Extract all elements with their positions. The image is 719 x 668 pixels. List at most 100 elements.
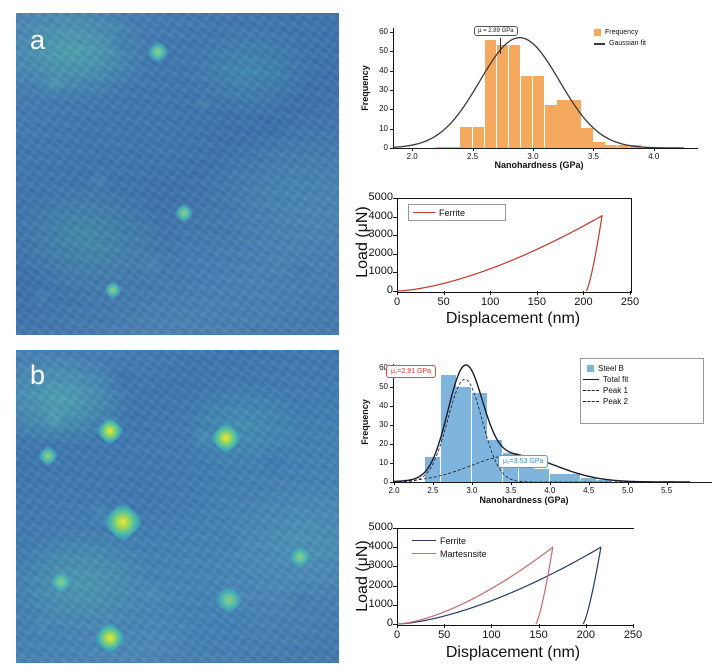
y-tick	[393, 566, 397, 568]
line-swatch-icon	[412, 539, 436, 542]
x-tick-label: 5.5	[661, 486, 673, 495]
legend-label: Peak 2	[603, 397, 628, 406]
y-tick-label: 4000	[368, 540, 393, 553]
histogram-bar	[471, 392, 487, 482]
load_a-curves	[396, 215, 603, 292]
legend-item-steel-b: Steel B	[587, 363, 697, 374]
x-tick-label: 50	[437, 296, 450, 308]
hist-a-mean-leader	[500, 38, 501, 54]
histogram-bar	[518, 464, 534, 482]
x-tick-label: 4.0	[648, 152, 660, 161]
histogram-bar	[425, 457, 441, 482]
x-tick	[443, 291, 445, 295]
hist-b-ylabel: Frequency	[360, 399, 370, 445]
x-tick-label: 200	[576, 629, 595, 641]
y-tick-label: 50	[379, 46, 388, 56]
y-tick	[390, 405, 394, 407]
load-b-frame	[397, 528, 634, 626]
legend-label: Peak 1	[603, 386, 628, 395]
legend-label: Steel B	[598, 364, 624, 373]
histogram-bar	[456, 386, 472, 482]
x-tick-label: 50	[438, 629, 451, 641]
x-tick	[549, 482, 551, 485]
x-tick-label: 100	[481, 296, 500, 308]
load-b-ylabel: Load (μN)	[354, 540, 371, 612]
y-tick	[393, 235, 397, 237]
panel-label-a: a	[30, 25, 46, 55]
afm-a-mottle	[16, 13, 339, 335]
y-tick-label: 3000	[368, 559, 393, 572]
hist-a-mean-annotation: μ = 2.89 GPa	[474, 26, 518, 36]
x-tick	[510, 482, 512, 485]
x-tick	[653, 148, 655, 151]
x-tick-label: 150	[527, 296, 546, 308]
x-tick	[585, 624, 587, 628]
histogram-bar	[520, 76, 533, 148]
x-tick-label: 200	[574, 296, 593, 308]
y-tick-label: 2000	[368, 246, 393, 259]
x-tick-label: 2.5	[466, 152, 479, 161]
y-tick-label: 60	[379, 362, 388, 372]
y-tick	[390, 128, 394, 130]
y-tick-label: 5000	[368, 521, 393, 533]
histogram-bar	[580, 478, 596, 482]
histogram-bar	[545, 105, 557, 148]
x-tick	[593, 148, 595, 151]
y-tick	[390, 443, 394, 445]
x-tick	[471, 482, 473, 485]
load-a-ylabel: Load (μN)	[354, 206, 371, 278]
load-displacement-steel-a: 0 50 100 150 200 250 0 1000 2000 3000 4000 5000 Dis…	[350, 191, 650, 334]
y-tick-label: 20	[379, 438, 388, 448]
x-tick-label: 4.5	[583, 486, 595, 495]
x-tick-label: 3.0	[527, 152, 539, 161]
y-tick	[393, 253, 397, 255]
legend-label: Frequency	[605, 29, 639, 36]
hist-b-mu1-annotation: μ₁=2.91 GPa	[386, 365, 437, 378]
y-tick-label: 0	[383, 477, 388, 486]
histogram-bar	[565, 474, 581, 482]
histogram-bar	[557, 99, 569, 148]
histogram-bar	[581, 127, 593, 148]
hist-a-plot-area: 2.0 2.5 3.0 3.5 4.0 0 10 20 30 40 50 60	[379, 27, 698, 161]
hist-b-mu2-annotation: μ₂=3.53 GPa	[498, 455, 549, 468]
y-tick-label: 0	[386, 617, 393, 629]
legend-item-frequency: Frequency	[594, 27, 686, 38]
line-swatch-icon	[413, 211, 435, 214]
y-tick-label: 1000	[368, 265, 393, 278]
histogram-bar	[593, 142, 605, 148]
x-axis-line	[394, 148, 698, 149]
x-tick	[444, 624, 446, 628]
y-tick	[393, 198, 397, 199]
histogram-bar	[605, 145, 617, 148]
x-tick	[394, 482, 395, 485]
x-tick	[412, 148, 414, 151]
x-tick	[490, 291, 492, 295]
y-tick	[390, 148, 394, 149]
load-b-xlabel: Displacement (nm)	[445, 644, 581, 661]
afm-image-panel-a: a	[16, 13, 339, 335]
hist-b-legend: Steel B Total fit Peak 1 Peak 2	[580, 358, 704, 424]
legend-item-peak-1: Peak 1	[583, 385, 697, 396]
y-tick	[390, 462, 394, 464]
x-tick	[633, 624, 634, 628]
x-tick	[472, 148, 474, 151]
y-tick	[390, 386, 394, 388]
afm-b-mottle	[16, 350, 339, 663]
load-a-legend: Ferrite	[408, 204, 506, 221]
legend-label: Martesnsite	[440, 548, 487, 559]
x-axis-line	[394, 482, 712, 483]
y-tick	[390, 89, 394, 91]
x-tick	[666, 482, 668, 485]
x-tick-label: 2.0	[388, 486, 400, 495]
x-tick-label: 100	[482, 629, 501, 641]
histogram-bar	[549, 474, 565, 482]
x-tick-label: 3.0	[466, 486, 478, 495]
y-tick	[393, 216, 397, 218]
x-tick-label: 3.5	[505, 486, 517, 495]
swatch-icon	[587, 365, 594, 372]
x-tick	[630, 291, 631, 295]
histogram-bar	[448, 147, 460, 148]
load-a-plot-area: 0 50 100 150 200 250 0 1000 2000 3000 4000 5000	[369, 191, 640, 308]
histogram-bar	[460, 126, 472, 148]
histogram-bar	[436, 147, 448, 148]
